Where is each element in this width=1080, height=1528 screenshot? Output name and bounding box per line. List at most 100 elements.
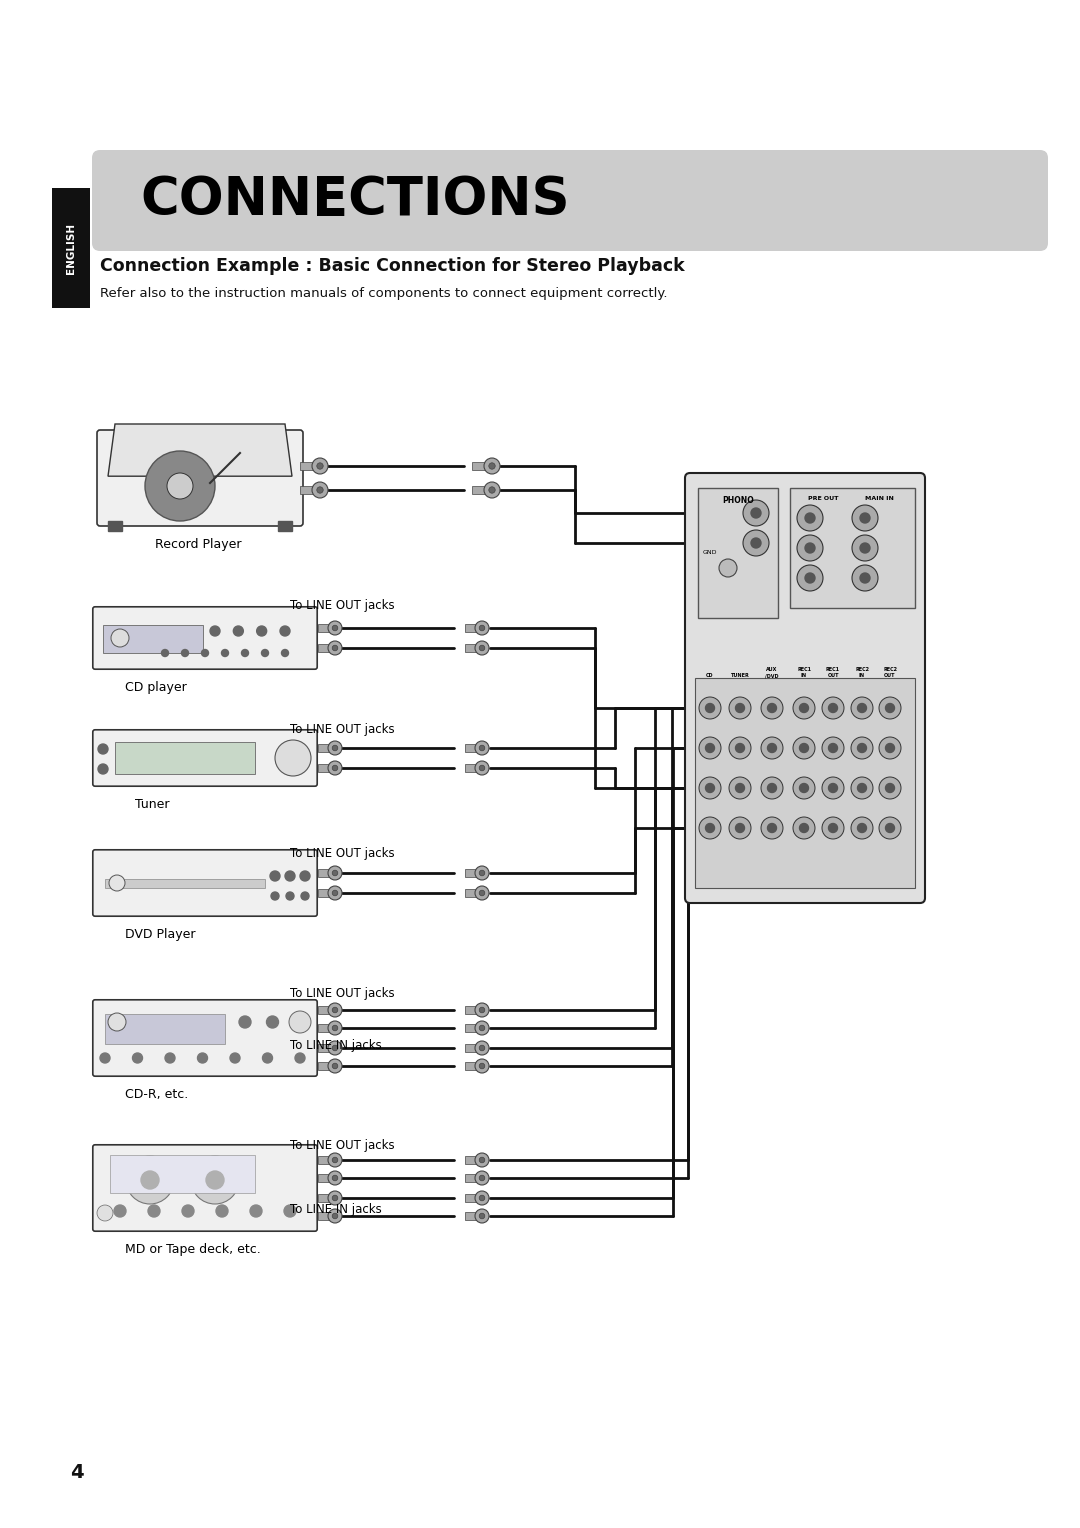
Circle shape	[851, 736, 873, 759]
Bar	[318, 623, 335, 633]
Circle shape	[328, 642, 342, 656]
Circle shape	[799, 784, 809, 793]
Circle shape	[705, 744, 715, 752]
Circle shape	[886, 703, 894, 712]
Circle shape	[768, 784, 777, 793]
Text: MD or Tape deck, etc.: MD or Tape deck, etc.	[125, 1242, 260, 1256]
Circle shape	[316, 463, 323, 469]
Circle shape	[793, 736, 815, 759]
Circle shape	[191, 1157, 239, 1204]
Circle shape	[851, 778, 873, 799]
Text: To LINE OUT jacks: To LINE OUT jacks	[291, 987, 394, 1001]
Circle shape	[100, 1053, 110, 1063]
Circle shape	[879, 736, 901, 759]
Bar	[318, 1212, 335, 1219]
Circle shape	[333, 1213, 338, 1219]
Bar	[105, 879, 265, 888]
Bar	[103, 625, 203, 652]
Circle shape	[242, 649, 248, 657]
Circle shape	[133, 1053, 143, 1063]
Circle shape	[165, 1053, 175, 1063]
Circle shape	[198, 1053, 207, 1063]
Circle shape	[230, 1053, 240, 1063]
Bar	[464, 1157, 482, 1164]
Circle shape	[768, 744, 777, 752]
Circle shape	[328, 1041, 342, 1054]
Circle shape	[852, 504, 878, 532]
Circle shape	[141, 1170, 159, 1189]
Bar	[318, 744, 335, 752]
Bar	[300, 486, 320, 495]
Circle shape	[333, 645, 338, 651]
Bar	[698, 487, 778, 617]
Bar	[318, 1044, 335, 1051]
Circle shape	[828, 824, 837, 833]
Circle shape	[181, 649, 189, 657]
Circle shape	[475, 1059, 489, 1073]
Circle shape	[167, 474, 193, 500]
Circle shape	[267, 1016, 279, 1028]
Circle shape	[109, 876, 125, 891]
Circle shape	[475, 866, 489, 880]
Circle shape	[183, 1206, 194, 1216]
Circle shape	[328, 1059, 342, 1073]
Circle shape	[480, 1157, 485, 1163]
Circle shape	[729, 817, 751, 839]
Text: AUX
/DVD: AUX /DVD	[766, 668, 779, 678]
Circle shape	[328, 1209, 342, 1222]
Text: CD player: CD player	[125, 681, 187, 694]
Circle shape	[699, 778, 721, 799]
Circle shape	[282, 649, 288, 657]
Circle shape	[328, 1170, 342, 1186]
Circle shape	[768, 703, 777, 712]
Text: To LINE OUT jacks: To LINE OUT jacks	[291, 1140, 394, 1152]
Circle shape	[480, 746, 485, 750]
Circle shape	[114, 1206, 126, 1216]
Bar	[696, 678, 915, 888]
Circle shape	[108, 1013, 126, 1031]
Circle shape	[797, 565, 823, 591]
Circle shape	[852, 565, 878, 591]
Circle shape	[879, 778, 901, 799]
Circle shape	[822, 697, 843, 720]
Circle shape	[285, 871, 295, 882]
Circle shape	[262, 1053, 272, 1063]
Circle shape	[480, 1025, 485, 1031]
Circle shape	[828, 784, 837, 793]
Circle shape	[480, 625, 485, 631]
Text: 4: 4	[70, 1464, 83, 1482]
Polygon shape	[108, 423, 292, 477]
Circle shape	[475, 1021, 489, 1034]
Circle shape	[484, 458, 500, 474]
Text: To LINE OUT jacks: To LINE OUT jacks	[291, 723, 394, 736]
Circle shape	[286, 892, 294, 900]
Circle shape	[333, 625, 338, 631]
Text: REC2
IN: REC2 IN	[855, 668, 869, 678]
Circle shape	[705, 784, 715, 793]
Circle shape	[98, 744, 108, 753]
Circle shape	[805, 542, 815, 553]
Circle shape	[162, 649, 168, 657]
Text: TUNER: TUNER	[731, 672, 750, 678]
Circle shape	[735, 703, 744, 712]
Text: CD: CD	[706, 672, 714, 678]
Bar	[464, 1024, 482, 1031]
Bar	[464, 889, 482, 897]
Circle shape	[316, 487, 323, 494]
Bar	[318, 1157, 335, 1164]
Text: PHONO: PHONO	[723, 497, 754, 504]
Text: REC2
OUT: REC2 OUT	[883, 668, 897, 678]
Circle shape	[761, 697, 783, 720]
Text: CD-R, etc.: CD-R, etc.	[125, 1088, 188, 1102]
Circle shape	[761, 817, 783, 839]
Circle shape	[851, 817, 873, 839]
Circle shape	[333, 1157, 338, 1163]
Circle shape	[743, 500, 769, 526]
Circle shape	[799, 824, 809, 833]
Circle shape	[886, 824, 894, 833]
Circle shape	[822, 778, 843, 799]
Circle shape	[300, 871, 310, 882]
Circle shape	[328, 1021, 342, 1034]
Circle shape	[480, 1007, 485, 1013]
Bar	[108, 521, 122, 532]
